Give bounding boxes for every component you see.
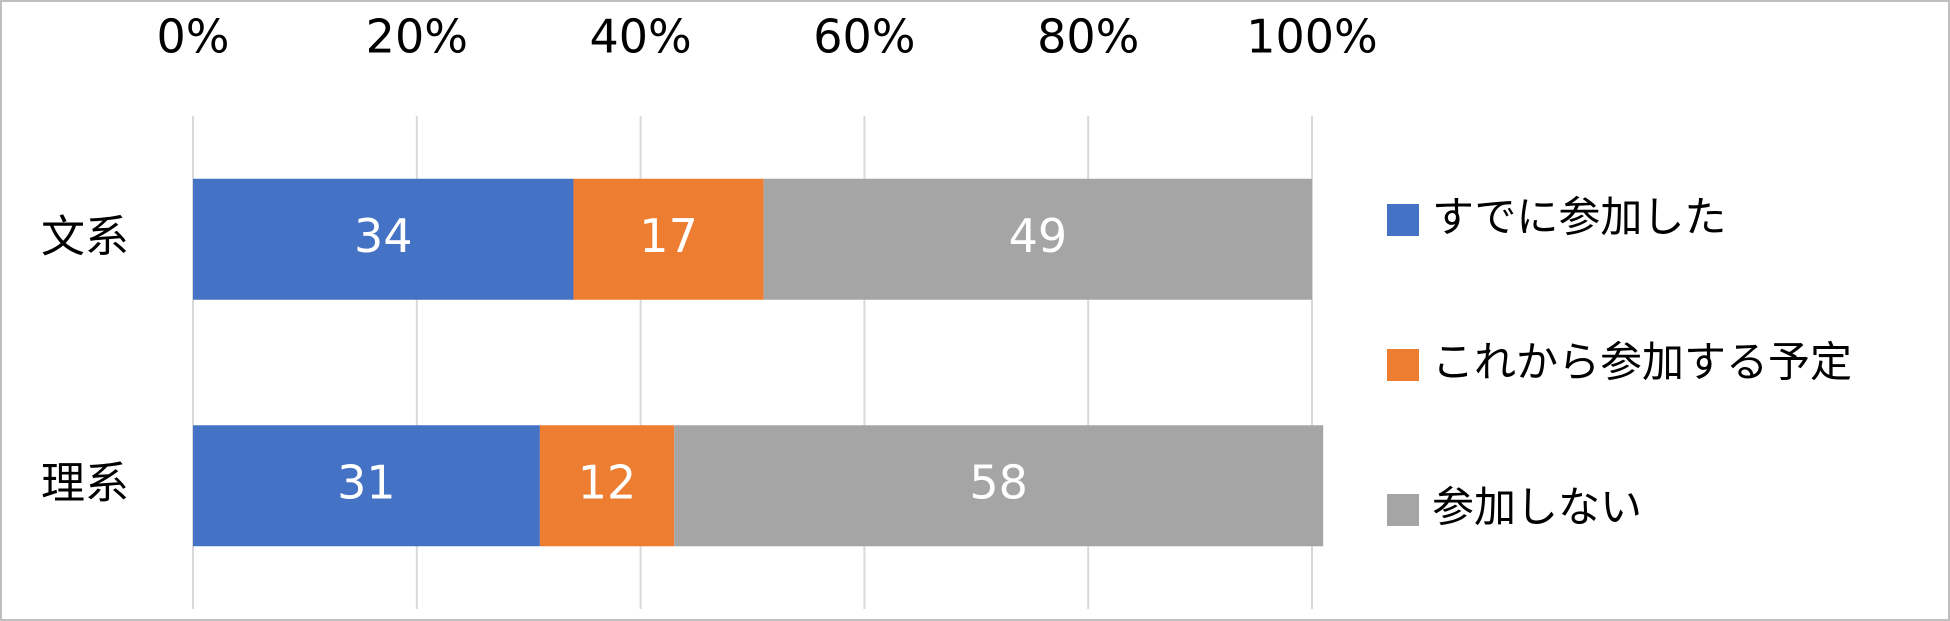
legend-swatch (1387, 494, 1419, 526)
legend-label: 参加しない (1432, 483, 1642, 532)
value-label: 31 (337, 455, 396, 509)
legend-label: これから参加する予定 (1432, 338, 1852, 387)
x-tick-label: 40% (589, 10, 691, 64)
legend-swatch (1387, 349, 1419, 381)
bar-segment (193, 178, 574, 300)
legend-label: すでに参加した (1432, 193, 1726, 242)
legend-swatch (1387, 204, 1419, 236)
value-label: 12 (578, 455, 637, 509)
bar-segment (539, 425, 675, 547)
bar-segment (573, 178, 764, 300)
value-label: 58 (969, 455, 1028, 509)
x-tick-label: 0% (157, 10, 230, 64)
x-tick-label: 20% (366, 10, 468, 64)
x-tick-label: 80% (1037, 10, 1139, 64)
bar-segment (674, 425, 1324, 547)
x-tick-label: 60% (813, 10, 915, 64)
category-label: 文系 (41, 211, 129, 262)
bar-segment (763, 178, 1312, 300)
value-label: 17 (639, 209, 698, 263)
value-label: 34 (354, 209, 413, 263)
bar-segment (193, 425, 540, 547)
value-label: 49 (1009, 209, 1068, 263)
category-label: 理系 (41, 458, 129, 509)
x-tick-label: 100% (1246, 10, 1378, 64)
